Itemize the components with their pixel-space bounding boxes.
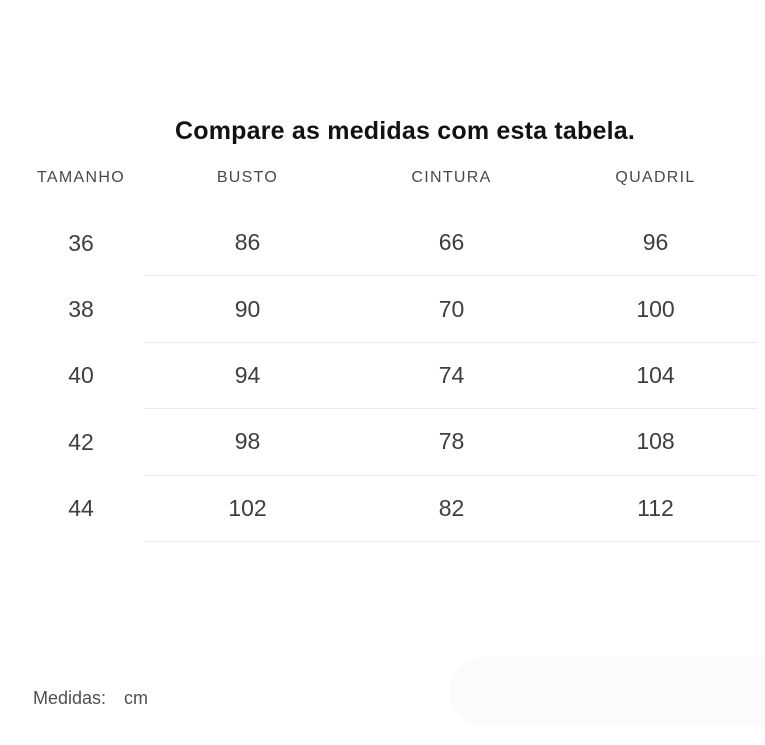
column-header-busto: BUSTO xyxy=(216,169,279,186)
cell-cintura: 70 xyxy=(350,276,553,343)
cell-tamanho: 44 xyxy=(68,495,94,522)
table-row: 42 98 78 108 xyxy=(0,409,758,476)
measures-footer: Medidas: cm xyxy=(33,688,148,708)
cell-quadril: 96 xyxy=(553,210,758,277)
size-table: TAMANHO BUSTO CINTURA QUADRIL 36 86 66 9… xyxy=(0,166,758,542)
cell-busto: 90 xyxy=(145,276,350,343)
cell-tamanho: 36 xyxy=(68,229,94,256)
measures-label: Medidas: xyxy=(33,688,107,708)
cell-quadril: 112 xyxy=(553,476,758,542)
cell-busto: 102 xyxy=(145,476,350,542)
table-row: 40 94 74 104 xyxy=(0,343,758,410)
cell-tamanho: 38 xyxy=(68,296,94,323)
cell-busto: 86 xyxy=(145,210,350,277)
cell-quadril: 108 xyxy=(553,409,758,476)
table-header-row: TAMANHO BUSTO CINTURA QUADRIL xyxy=(0,166,758,210)
cell-quadril: 104 xyxy=(553,343,758,410)
column-header-quadril: QUADRIL xyxy=(615,169,696,186)
cell-tamanho: 40 xyxy=(68,362,94,389)
measures-unit: cm xyxy=(124,688,149,708)
cell-cintura: 82 xyxy=(350,476,553,542)
cell-cintura: 66 xyxy=(350,210,553,277)
table-row: 44 102 82 112 xyxy=(0,476,758,542)
table-row: 36 86 66 96 xyxy=(0,210,758,277)
cell-busto: 94 xyxy=(145,343,350,410)
cell-tamanho: 42 xyxy=(68,428,94,455)
table-row: 38 90 70 100 xyxy=(0,276,758,343)
column-header-tamanho: TAMANHO xyxy=(37,169,125,186)
bottom-right-pill xyxy=(450,657,765,726)
cell-cintura: 74 xyxy=(350,343,553,410)
cell-quadril: 100 xyxy=(553,276,758,343)
cell-cintura: 78 xyxy=(350,409,553,476)
size-table-title: Compare as medidas com esta tabela. xyxy=(175,117,635,145)
cell-busto: 98 xyxy=(145,409,350,476)
column-header-cintura: CINTURA xyxy=(411,169,492,186)
